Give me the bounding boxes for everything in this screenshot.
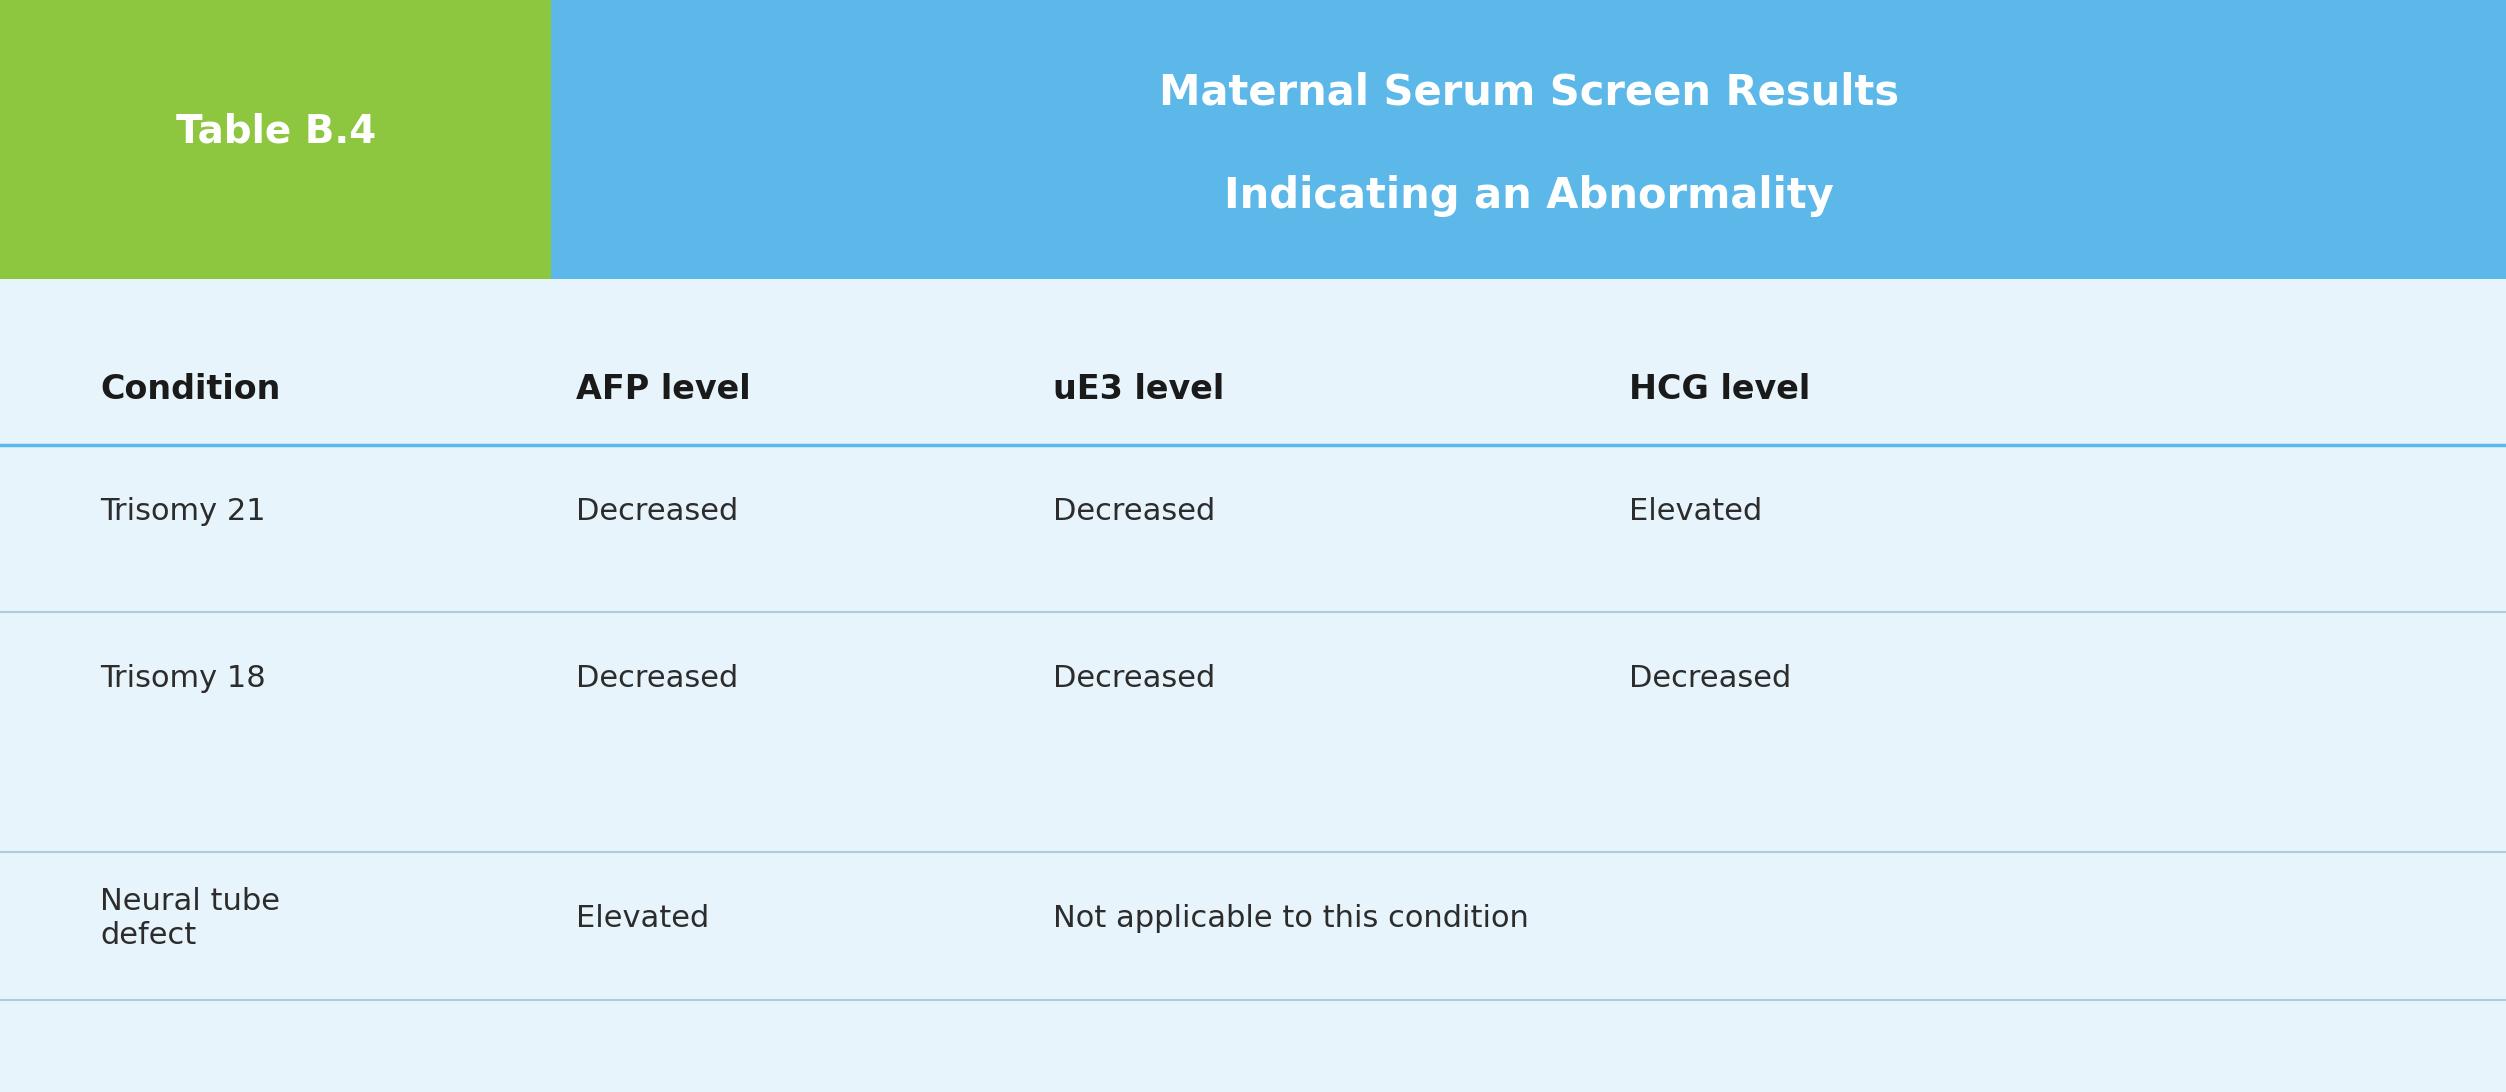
- Text: Maternal Serum Screen Results: Maternal Serum Screen Results: [1158, 72, 1900, 114]
- Text: Condition: Condition: [100, 373, 281, 406]
- Text: Decreased: Decreased: [1629, 664, 1792, 692]
- Text: Indicating an Abnormality: Indicating an Abnormality: [1223, 175, 1834, 217]
- Text: Elevated: Elevated: [1629, 497, 1762, 526]
- Text: Neural tube
defect: Neural tube defect: [100, 887, 281, 950]
- Text: Elevated: Elevated: [576, 904, 709, 933]
- Text: Trisomy 18: Trisomy 18: [100, 664, 266, 692]
- Text: Decreased: Decreased: [1053, 664, 1215, 692]
- Text: Trisomy 21: Trisomy 21: [100, 497, 266, 526]
- Text: uE3 level: uE3 level: [1053, 373, 1223, 406]
- FancyBboxPatch shape: [0, 280, 2506, 1092]
- Text: AFP level: AFP level: [576, 373, 752, 406]
- FancyBboxPatch shape: [551, 0, 2506, 280]
- FancyBboxPatch shape: [0, 0, 551, 280]
- Text: Decreased: Decreased: [576, 664, 739, 692]
- Text: Not applicable to this condition: Not applicable to this condition: [1053, 904, 1529, 933]
- Text: Decreased: Decreased: [1053, 497, 1215, 526]
- Text: Table B.4: Table B.4: [175, 112, 376, 151]
- Text: Decreased: Decreased: [576, 497, 739, 526]
- Text: HCG level: HCG level: [1629, 373, 1809, 406]
